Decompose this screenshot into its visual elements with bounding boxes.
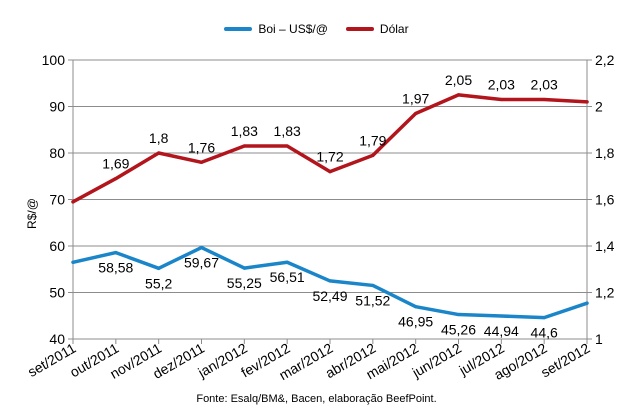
- data-point: [414, 305, 418, 309]
- data-label: 55,25: [227, 275, 262, 291]
- y2-tick-label: 1,6: [595, 192, 615, 208]
- legend: Boi – US$/@ Dólar: [0, 22, 633, 36]
- legend-item-dolar: Dólar: [345, 22, 409, 36]
- data-label: 59,67: [184, 255, 219, 271]
- y-tick-label: 90: [49, 99, 65, 115]
- data-label: 1,83: [274, 123, 301, 139]
- data-point: [285, 144, 289, 148]
- y2-tick-label: 1,4: [595, 238, 615, 254]
- y2-tick-label: 2: [595, 99, 603, 115]
- data-point: [499, 97, 503, 102]
- data-label: 44,94: [484, 323, 519, 339]
- data-label: 56,51: [270, 269, 305, 285]
- data-label: 1,8: [149, 130, 169, 146]
- source-note: Fonte: Esalq/BM&, Bacen, elaboração Beef…: [196, 393, 437, 405]
- data-label: 55,2: [145, 275, 172, 291]
- data-point: [285, 260, 289, 264]
- data-label: 45,26: [441, 322, 476, 338]
- data-label: 2,03: [488, 77, 515, 93]
- y2-tick-label: 1,2: [595, 285, 615, 301]
- data-point: [71, 260, 75, 264]
- data-label: 1,72: [316, 149, 343, 165]
- data-point: [542, 97, 546, 102]
- data-label: 1,79: [359, 132, 386, 148]
- x-tick-label: set/2012: [538, 340, 593, 381]
- data-point: [157, 266, 161, 270]
- data-point: [542, 316, 546, 320]
- data-label: 2,03: [531, 77, 558, 93]
- data-point: [456, 93, 461, 97]
- data-label: 58,58: [98, 260, 133, 276]
- y2-tick-label: 1,8: [595, 145, 615, 161]
- y-tick-label: 60: [49, 238, 65, 254]
- data-label: 1,97: [402, 90, 429, 106]
- data-label: 2,05: [445, 72, 472, 88]
- x-tick-label: jun/2012: [409, 340, 465, 381]
- y-axis-title: R$/@: [25, 198, 39, 229]
- data-label: 46,95: [398, 314, 433, 330]
- data-point: [242, 144, 246, 148]
- y-tick-label: 40: [49, 331, 65, 347]
- data-label: 44,6: [531, 325, 558, 341]
- data-point: [414, 111, 418, 116]
- data-point: [328, 279, 332, 283]
- legend-swatch-boi: [224, 27, 253, 31]
- legend-label-boi: Boi – US$/@: [258, 22, 328, 36]
- y-tick-label: 70: [49, 192, 65, 208]
- y-tick-label: 100: [42, 52, 66, 68]
- data-point: [499, 314, 503, 318]
- data-point: [114, 176, 118, 181]
- data-label: 51,52: [355, 292, 390, 308]
- legend-swatch-dolar: [345, 27, 374, 31]
- data-point: [157, 151, 161, 155]
- data-point: [371, 153, 375, 157]
- data-label: 1,83: [231, 123, 258, 139]
- data-label: 1,69: [102, 156, 129, 172]
- data-point: [371, 283, 375, 288]
- data-point: [585, 100, 589, 104]
- y2-tick-label: 1: [595, 331, 603, 347]
- y-tick-label: 80: [49, 145, 65, 161]
- legend-label-dolar: Dólar: [379, 22, 409, 36]
- x-tick-label: jan/2012: [194, 340, 250, 381]
- data-point: [456, 312, 461, 317]
- data-point: [71, 200, 75, 204]
- data-point: [199, 245, 204, 250]
- data-point: [114, 251, 118, 255]
- y2-tick-label: 2,2: [595, 52, 615, 68]
- data-label: 52,49: [312, 288, 347, 304]
- data-point: [242, 266, 246, 270]
- data-label: 1,76: [188, 139, 215, 155]
- y-tick-label: 50: [49, 285, 65, 301]
- legend-item-boi: Boi – US$/@: [224, 22, 328, 36]
- data-point: [199, 160, 204, 164]
- data-point: [328, 170, 332, 174]
- data-point: [585, 301, 589, 305]
